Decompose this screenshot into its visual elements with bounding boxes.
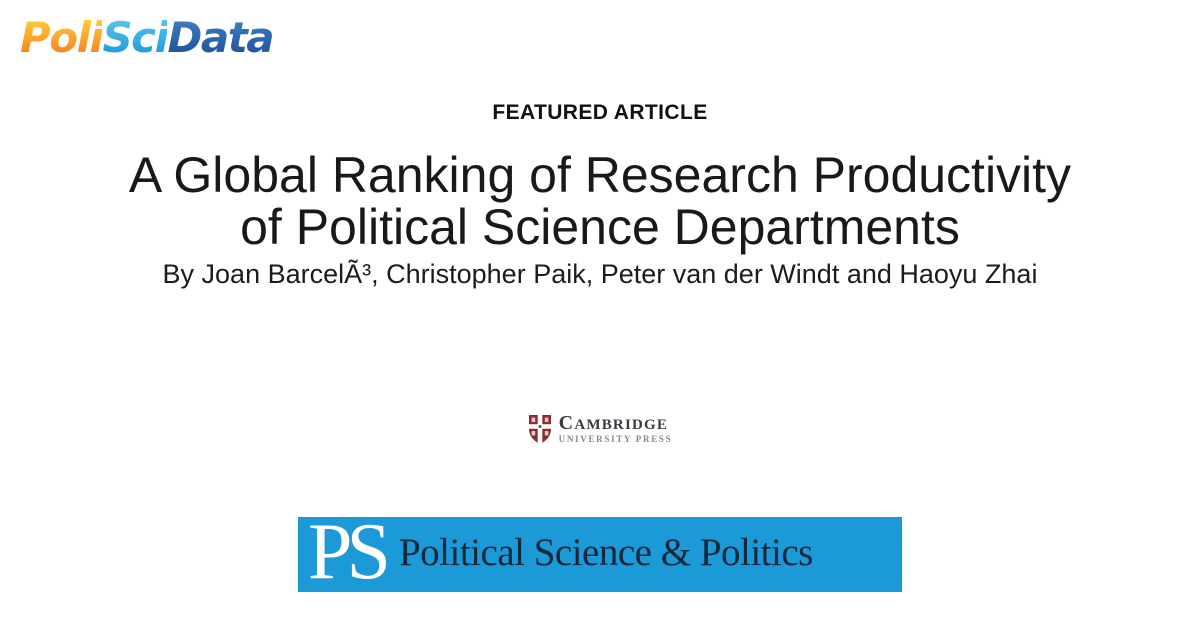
article-title-line1: A Global Ranking of Research Productivit… [128, 147, 1072, 203]
logo-part-sci: Sci [102, 13, 169, 62]
cambridge-wordmark: CAMBRIDGE UNIVERSITY PRESS [558, 411, 673, 445]
journal-name: Political Science & Politics [398, 530, 813, 574]
logo-part-data: Data [167, 13, 274, 62]
journal-banner: PS Political Science & Politics [298, 517, 902, 592]
article-byline: By Joan BarcelÃ³, Christopher Paik, Pete… [162, 259, 1038, 289]
article-title: A Global Ranking of Research Productivit… [0, 149, 1200, 253]
cambridge-name: CAMBRIDGE [558, 411, 669, 434]
article-title-line2: of Political Science Departments [240, 199, 960, 255]
logo-part-poli: Poli [20, 13, 104, 62]
cambridge-subtitle: UNIVERSITY PRESS [558, 433, 673, 444]
journal-abbrev: PS [308, 517, 391, 592]
cambridge-university-press-logo: CAMBRIDGE UNIVERSITY PRESS [0, 414, 1200, 445]
cambridge-shield-icon [528, 415, 551, 444]
featured-article-kicker: FEATURED ARTICLE [492, 101, 708, 124]
polisci-data-logo: PoliSciData [20, 10, 275, 66]
